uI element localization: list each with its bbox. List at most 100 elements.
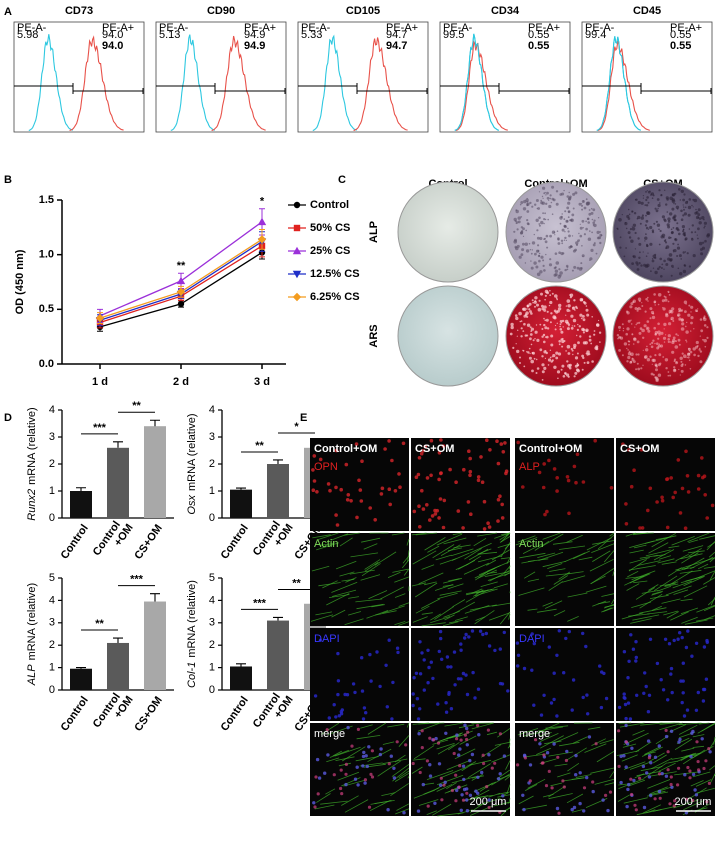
x-tick-label: Control+OM xyxy=(91,515,136,565)
cell-texture xyxy=(360,689,365,693)
cell-texture xyxy=(322,580,338,589)
stain-speck xyxy=(660,275,663,278)
stain-speck xyxy=(647,329,651,333)
cell-texture xyxy=(371,604,385,608)
cell-texture xyxy=(515,537,538,546)
stain-speck xyxy=(551,197,555,201)
stain-speck xyxy=(529,337,532,341)
axis-unit: mRNA (relative) xyxy=(26,583,38,661)
cell-texture xyxy=(325,728,329,732)
stain-speck xyxy=(658,343,661,345)
cell-texture xyxy=(484,631,488,636)
stain-speck xyxy=(551,359,554,362)
cell-texture xyxy=(522,543,543,554)
stain-speck xyxy=(704,345,707,348)
stain-speck xyxy=(546,327,550,330)
cell-texture xyxy=(491,773,511,786)
cell-texture xyxy=(497,728,511,738)
histogram-frame xyxy=(13,21,145,133)
cell-texture xyxy=(444,614,455,621)
cell-texture xyxy=(459,642,463,646)
cell-texture xyxy=(666,698,670,702)
cell-texture xyxy=(397,472,401,476)
stain-speck xyxy=(632,223,637,227)
y-tick-label: 0 xyxy=(49,684,55,696)
stain-speck xyxy=(693,353,696,357)
cell-texture xyxy=(478,629,483,633)
stain-speck xyxy=(627,349,629,351)
cell-texture xyxy=(550,786,554,790)
stain-speck xyxy=(687,352,691,357)
cell-texture xyxy=(522,730,546,737)
stain-speck xyxy=(654,354,657,357)
cell-texture xyxy=(632,468,636,473)
cell-texture xyxy=(418,672,423,676)
scale-label: 200 μm xyxy=(470,796,507,808)
cell-texture xyxy=(344,799,369,813)
cell-texture xyxy=(500,532,511,543)
cell-texture xyxy=(517,728,539,736)
cell-texture xyxy=(632,614,660,621)
cell-texture xyxy=(370,749,374,753)
cell-texture xyxy=(395,646,400,650)
cell-texture xyxy=(422,688,426,692)
stain-speck xyxy=(674,203,677,205)
stain-speck xyxy=(542,186,546,190)
cell-texture xyxy=(463,636,467,640)
stain-speck xyxy=(516,335,518,337)
stain-speck xyxy=(557,237,560,240)
stain-speck xyxy=(697,213,701,217)
cell-texture xyxy=(493,761,497,765)
stain-speck xyxy=(623,255,626,258)
positive-percentage: 94.7 xyxy=(386,40,407,52)
stain-speck xyxy=(655,220,659,223)
stain-speck xyxy=(561,242,564,245)
stain-speck xyxy=(618,337,620,339)
cell-texture xyxy=(421,622,446,627)
cell-texture xyxy=(345,577,357,583)
cell-texture xyxy=(690,654,694,658)
cell-texture xyxy=(487,805,491,810)
cell-texture xyxy=(476,478,481,483)
stain-speck xyxy=(658,228,660,231)
stain-speck xyxy=(686,252,689,255)
cell-texture xyxy=(581,695,585,700)
cell-texture xyxy=(312,454,317,458)
stain-speck xyxy=(547,218,549,221)
cell-texture xyxy=(527,578,540,582)
cell-texture xyxy=(703,577,716,585)
cell-texture xyxy=(596,750,615,763)
stain-speck xyxy=(652,312,655,315)
cell-texture xyxy=(575,774,592,778)
significance: *** xyxy=(253,597,267,609)
cell-texture xyxy=(458,724,474,729)
cell-texture xyxy=(494,741,511,746)
stain-speck xyxy=(664,189,666,191)
legend-label: 12.5% CS xyxy=(310,268,360,280)
cell-texture xyxy=(465,726,469,731)
significance: * xyxy=(260,196,265,208)
stain-speck xyxy=(537,244,540,247)
cell-texture xyxy=(527,608,538,611)
histogram-frame xyxy=(297,21,429,133)
gate-label: PE-A- xyxy=(159,22,189,34)
stain-speck xyxy=(655,368,658,372)
cell-texture xyxy=(420,651,424,655)
stain-speck xyxy=(530,266,534,270)
cell-texture xyxy=(361,563,381,577)
stain-speck xyxy=(629,305,633,309)
cell-texture xyxy=(486,559,497,566)
stain-speck xyxy=(644,224,648,227)
stain-speck xyxy=(530,252,533,255)
stain-speck xyxy=(649,317,652,320)
cell-texture xyxy=(465,809,470,813)
stain-speck xyxy=(706,336,709,339)
cell-texture xyxy=(674,738,693,751)
stain-speck xyxy=(671,207,675,211)
cell-texture xyxy=(624,573,649,586)
cell-texture xyxy=(360,656,364,660)
stain-speck xyxy=(576,369,580,373)
stain-speck xyxy=(535,372,538,374)
stain-speck xyxy=(680,360,683,363)
gate-label: PE-A+ xyxy=(386,22,418,34)
